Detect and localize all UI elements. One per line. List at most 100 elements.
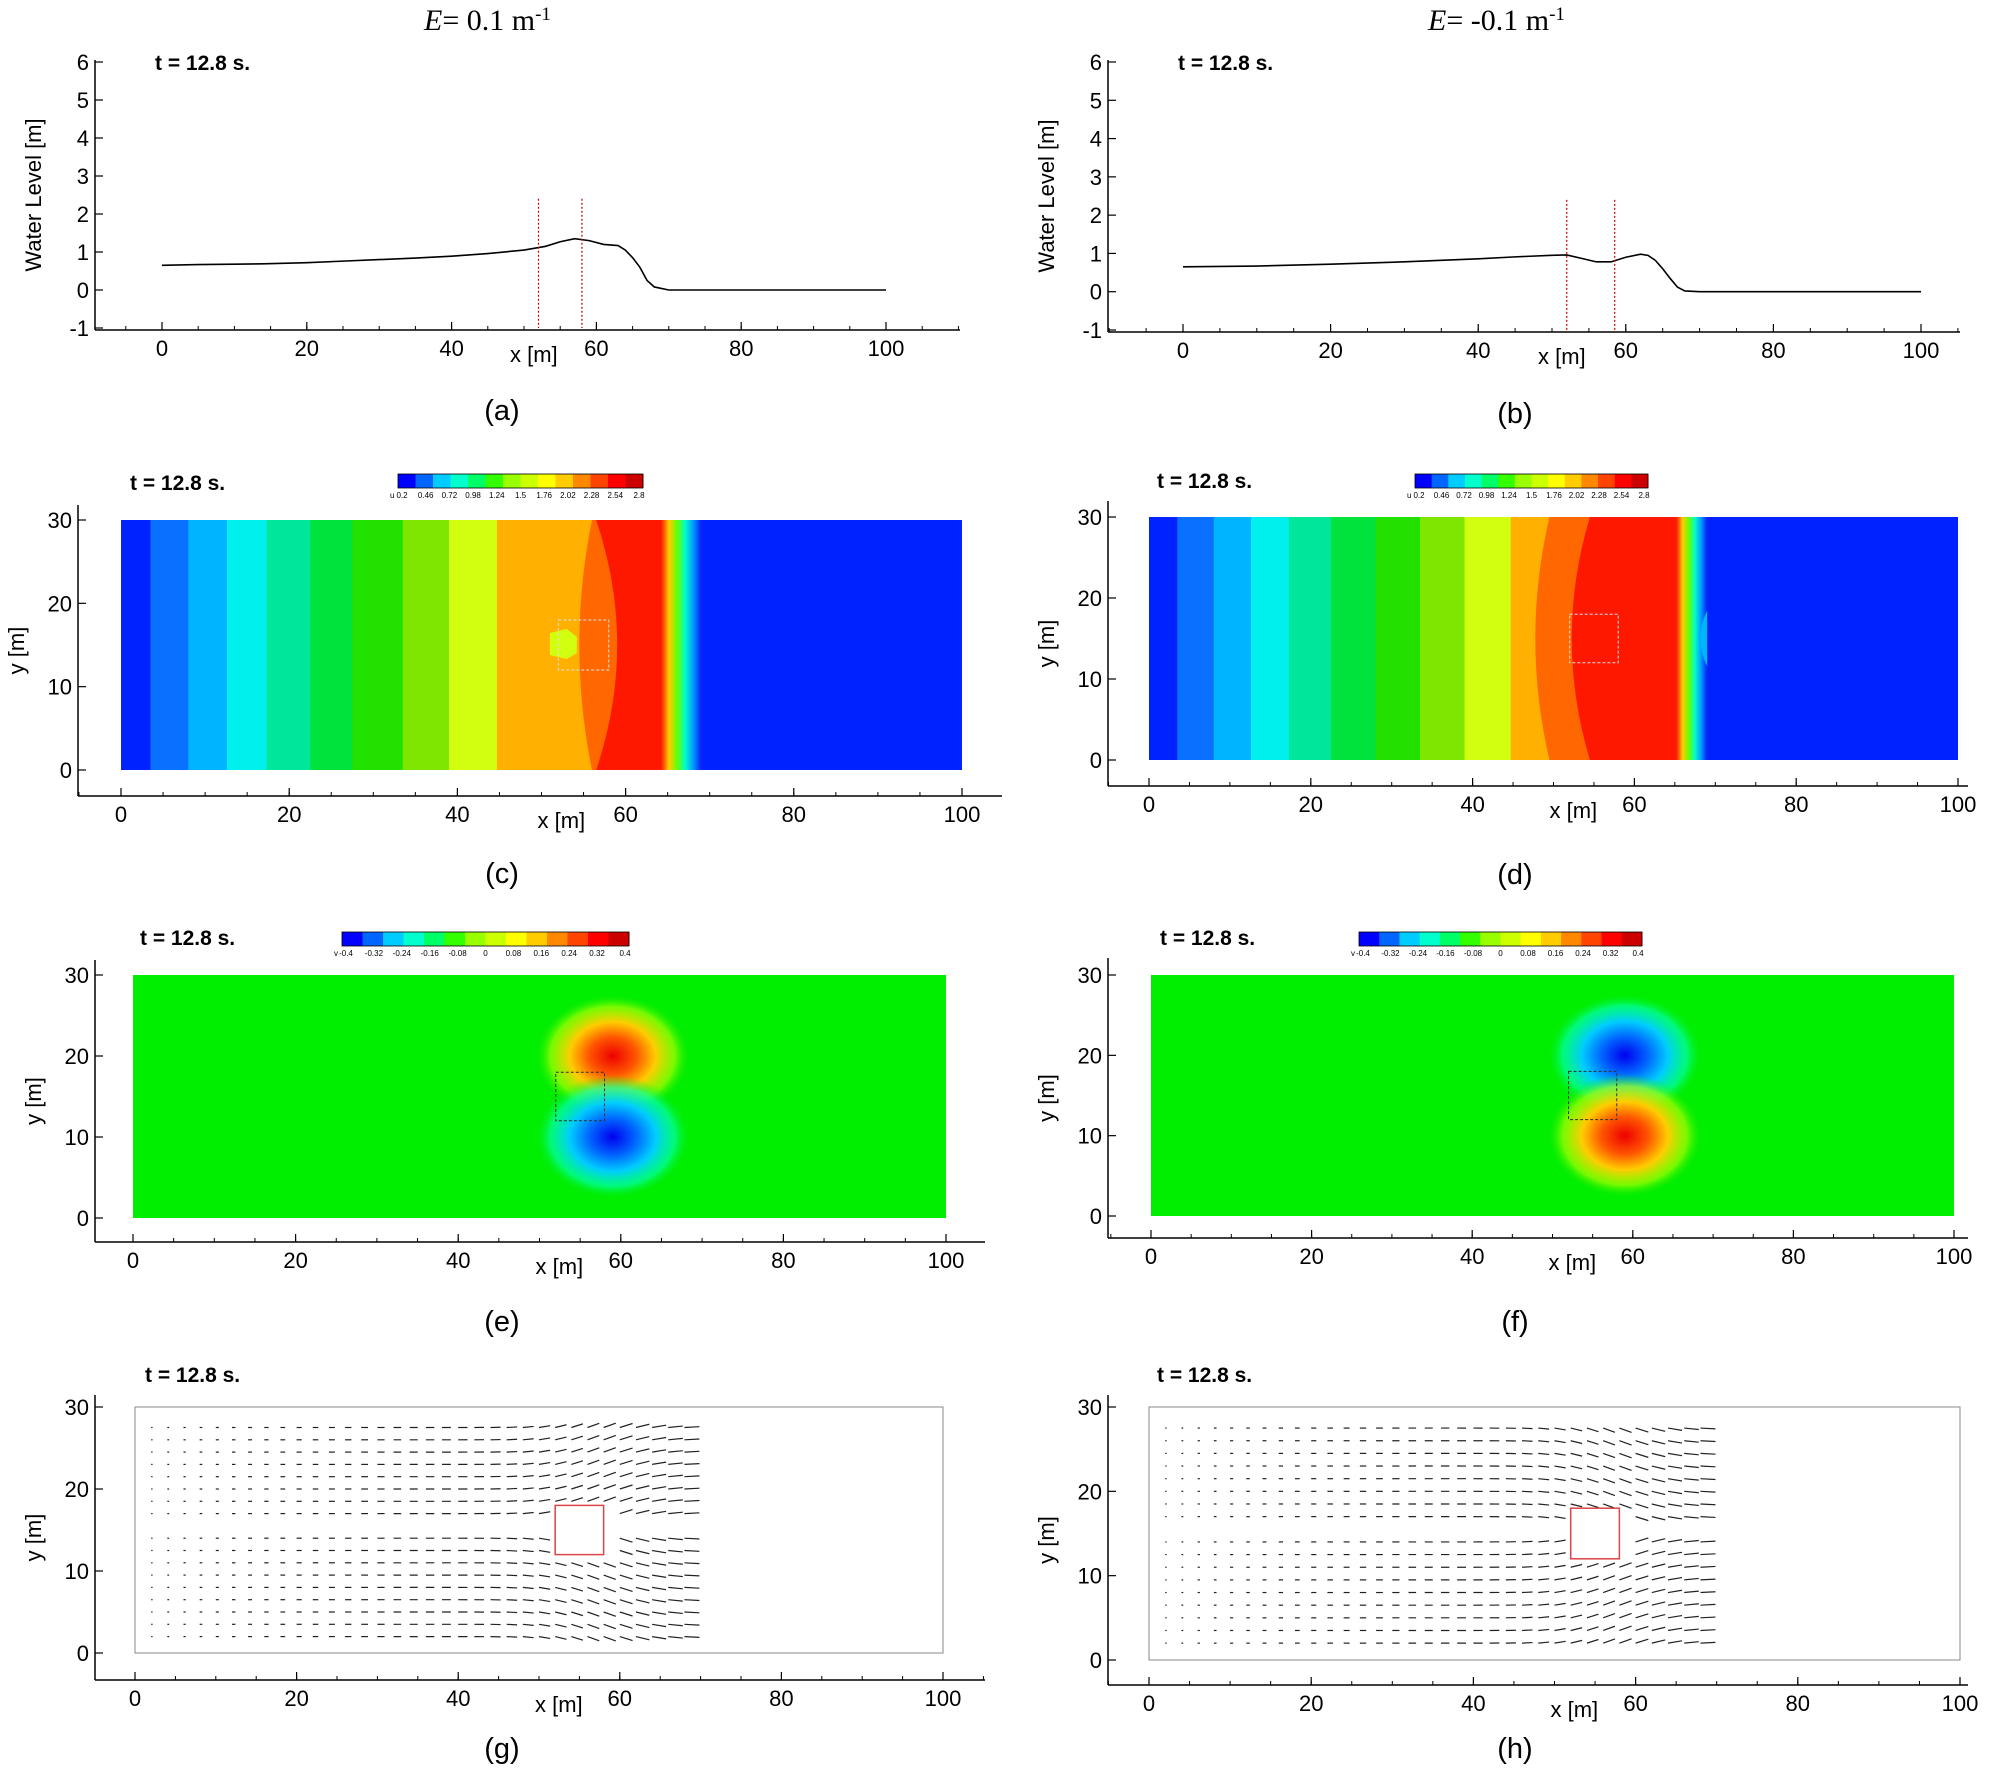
panel-h-vector xyxy=(1700,1578,1716,1581)
panel-e-colorbar-label: v xyxy=(334,949,338,958)
panel-f-colorbar-tick: -0.16 xyxy=(1436,949,1455,958)
panel-e-y-tick-label: 10 xyxy=(65,1125,89,1150)
panel-h-vector xyxy=(1522,1604,1533,1606)
panel-h-vector xyxy=(1554,1427,1566,1431)
panel-h-vector xyxy=(1684,1490,1699,1494)
panel-g-vector xyxy=(522,1425,534,1429)
panel-g-vector xyxy=(506,1537,518,1540)
panel-h-vector xyxy=(1667,1640,1683,1644)
panel-c-x-tick-label: 40 xyxy=(445,802,469,827)
panel-e-y-tick-label: 20 xyxy=(65,1044,89,1069)
panel-h-vector xyxy=(1651,1427,1666,1432)
panel-h-obstacle xyxy=(1569,1507,1621,1560)
panel-g-vector xyxy=(522,1611,534,1614)
panel-a-series-line xyxy=(161,237,886,291)
panel-h-vector xyxy=(1554,1478,1566,1482)
panel-h-vector xyxy=(1667,1452,1683,1457)
panel-d-colorbar-tick: 0.72 xyxy=(1456,491,1472,500)
panel-c-bulge xyxy=(596,520,664,770)
panel-e-x-label: x [m] xyxy=(536,1254,584,1279)
panel-d-x-tick-label: 100 xyxy=(1940,792,1977,817)
panel-g-vector xyxy=(684,1475,700,1478)
panel-f-colorbar-tick: -0.4 xyxy=(1356,949,1370,958)
panel-g-obstacle xyxy=(554,1504,605,1556)
panel-f-y-tick-label: 10 xyxy=(1078,1124,1102,1149)
panel-h-vector xyxy=(1619,1587,1632,1594)
panel-b-y-tick-label: 1 xyxy=(1090,241,1102,266)
panel-h-vector xyxy=(1522,1452,1533,1455)
panel-h-vector xyxy=(1602,1600,1616,1606)
panel-b-x-tick-label: 40 xyxy=(1466,338,1490,363)
panel-h-vector xyxy=(1651,1452,1666,1458)
panel-g-vector xyxy=(538,1574,551,1578)
panel-f-colorbar-frame xyxy=(1358,931,1643,947)
panel-g-vector xyxy=(668,1537,683,1541)
panel-f-field xyxy=(1151,975,1954,1216)
panel-f-colorbar-cell xyxy=(1621,932,1643,946)
panel-h-vector xyxy=(1651,1626,1666,1632)
panel-g-vector xyxy=(684,1463,700,1465)
panel-h-vector xyxy=(1602,1452,1616,1459)
panel-g-vector xyxy=(619,1472,633,1478)
panel-g-vector xyxy=(684,1426,700,1429)
panel-h-vector xyxy=(1684,1603,1699,1606)
panel-g-vector xyxy=(587,1611,600,1617)
panel-g-vector xyxy=(603,1422,617,1429)
panel-g-vector xyxy=(571,1447,584,1453)
panel-h-vector xyxy=(1522,1591,1533,1594)
panel-a-x-tick-label: 20 xyxy=(295,336,319,361)
panel-h-vector xyxy=(1602,1625,1616,1632)
panel-g-vector xyxy=(619,1537,633,1543)
panel-h-vector xyxy=(1586,1613,1599,1619)
panel-e-x-tick-label: 40 xyxy=(446,1248,470,1273)
panel-h-vector xyxy=(1651,1639,1666,1644)
panel-d-colorbar-cell xyxy=(1498,474,1516,488)
panel-g-vector xyxy=(522,1599,534,1602)
panel-f-y-tick-label: 30 xyxy=(1078,963,1102,988)
panel-c-colorbar-cell xyxy=(450,474,469,488)
panel-g-vector xyxy=(587,1471,600,1478)
panel-c-letter: (c) xyxy=(485,858,519,890)
panel-h-vector xyxy=(1684,1503,1699,1507)
panel-a-x-tick-label: 0 xyxy=(156,336,168,361)
panel-g-vector xyxy=(619,1447,633,1453)
panel-g-vector xyxy=(603,1471,617,1478)
panel-h-vector xyxy=(1538,1616,1550,1619)
panel-h-vector xyxy=(1700,1565,1716,1568)
panel-e-colorbar-tick: -0.4 xyxy=(339,949,353,958)
panel-h-vector xyxy=(1684,1565,1699,1568)
panel-h-vector xyxy=(1635,1503,1649,1509)
panel-f-colorbar-cell xyxy=(1460,932,1481,946)
panel-f-x-tick-label: 80 xyxy=(1781,1244,1805,1269)
panel-h-vector xyxy=(1635,1478,1649,1484)
panel-g-vector xyxy=(635,1448,650,1453)
panel-g-vector xyxy=(506,1438,518,1441)
panel-h-vector xyxy=(1586,1465,1599,1471)
panel-g-vector xyxy=(587,1435,600,1441)
panel-g-vector xyxy=(684,1512,700,1515)
panel-g-vector xyxy=(587,1636,600,1642)
panel-h-vector xyxy=(1554,1628,1566,1632)
panel-g-vector xyxy=(538,1599,551,1603)
panel-d-colorbar-cell xyxy=(1464,474,1483,488)
panel-h-vector xyxy=(1651,1478,1666,1483)
panel-h-vector xyxy=(1522,1427,1533,1430)
panel-g-y-tick-label: 30 xyxy=(65,1395,89,1420)
panel-b-y-tick-label: -1 xyxy=(1082,318,1102,343)
panel-g-vector xyxy=(652,1510,667,1515)
panel-a-x-tick-label: 100 xyxy=(868,336,905,361)
panel-g-vector xyxy=(635,1586,650,1592)
panel-e-colorbar-tick: 0.32 xyxy=(589,949,605,958)
panel-h-vector xyxy=(1522,1540,1533,1543)
panel-d-colorbar-cell xyxy=(1448,474,1466,488)
panel-g-vector xyxy=(684,1537,700,1540)
panel-b-x-tick-label: 20 xyxy=(1318,338,1342,363)
panel-h-vector xyxy=(1570,1440,1583,1445)
panel-g-vector xyxy=(635,1472,650,1478)
panel-c-time-label: t = 12.8 s. xyxy=(130,472,225,495)
panel-d-band xyxy=(1288,517,1332,760)
panel-h-vector xyxy=(1667,1440,1683,1444)
panel-h-vector xyxy=(1538,1452,1550,1456)
panel-h-time-label: t = 12.8 s. xyxy=(1157,1364,1252,1387)
